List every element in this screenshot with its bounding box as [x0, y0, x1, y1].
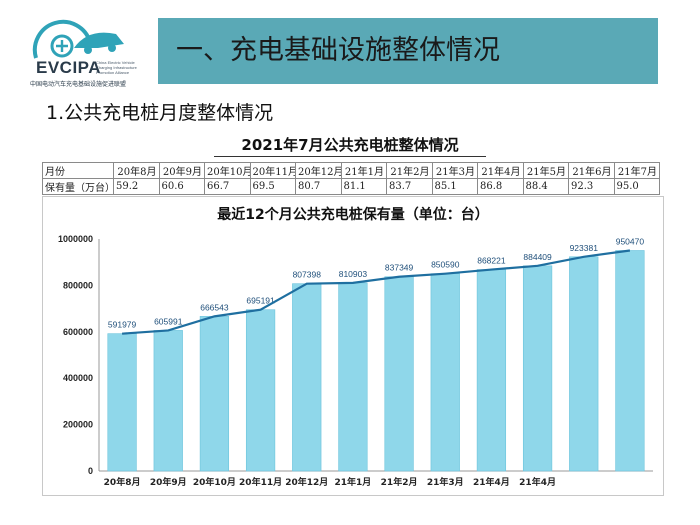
- y-tick-label: 400000: [63, 373, 93, 383]
- table-value-cell: 80.7: [295, 178, 342, 195]
- section-subtitle: 1.公共充电桩月度整体情况: [46, 102, 274, 124]
- bar: [476, 269, 507, 472]
- table-value-cell: 60.6: [158, 178, 205, 195]
- summary-table: 月份 20年8月 20年9月 20年10月 20年11月 20年12月 21年1…: [42, 162, 660, 195]
- bar: [292, 283, 322, 472]
- bar: [384, 276, 414, 472]
- data-label: 837349: [385, 263, 414, 273]
- table-month-cell: 21年6月: [568, 162, 615, 179]
- x-tick-label: 20年9月: [150, 476, 187, 488]
- x-tick-label: 20年12月: [285, 476, 328, 488]
- bar: [430, 273, 460, 472]
- table-value-cell: 69.5: [249, 178, 296, 195]
- data-label: 810903: [339, 269, 368, 279]
- x-tick-label: 21年2月: [381, 476, 418, 488]
- y-tick-label: 0: [88, 466, 93, 476]
- bar: [615, 250, 645, 472]
- table-value-cell: 85.1: [431, 178, 478, 195]
- table-title-underline: [214, 156, 486, 157]
- table-header-label: 月份: [42, 162, 114, 179]
- page-title: 一、充电基础设施整体情况: [158, 18, 658, 84]
- table-value-cell: 95.0: [613, 178, 660, 195]
- data-label: 868221: [477, 256, 506, 266]
- table-title: 2021年7月公共充电桩整体情况: [241, 136, 459, 154]
- table-month-cell: 21年5月: [522, 162, 569, 179]
- x-tick-label: 21年1月: [335, 476, 372, 488]
- table-month-cell: 21年2月: [386, 162, 433, 179]
- table-row-label: 保有量（万台）: [42, 178, 114, 195]
- data-label: 807398: [293, 270, 322, 280]
- y-tick-label: 600000: [63, 327, 93, 337]
- data-label: 884409: [523, 252, 552, 262]
- table-value-cell: 92.3: [568, 178, 615, 195]
- logo-small-text: China Electric Vehicle Charging Infrastr…: [96, 60, 137, 75]
- data-label: 695191: [246, 296, 275, 306]
- table-month-cell: 20年9月: [158, 162, 205, 179]
- data-label: 950470: [616, 236, 645, 246]
- chart-frame: 最近12个月公共充电桩保有量（单位：台） 0 200000 400000 600000…: [42, 196, 664, 496]
- table-month-cell: 21年1月: [340, 162, 387, 179]
- table-value-cell: 86.8: [477, 178, 524, 195]
- y-tick-label: 200000: [63, 420, 93, 430]
- x-tick-label: 20年10月: [193, 476, 236, 488]
- bar-chart: 最近12个月公共充电桩保有量（单位：台） 0 200000 400000 600000…: [58, 206, 653, 488]
- data-label: 605991: [154, 316, 183, 326]
- bar: [107, 333, 137, 472]
- bar: [569, 256, 599, 472]
- data-label: 591979: [108, 320, 137, 330]
- bar: [522, 265, 553, 472]
- bar: [338, 282, 368, 472]
- evcipa-logo-icon: [32, 19, 124, 59]
- table-month-cell: 21年4月: [477, 162, 524, 179]
- chart-title: 最近12个月公共充电桩保有量（单位：台）: [217, 206, 488, 223]
- table-value-cell: 88.4: [522, 178, 569, 195]
- data-label: 666543: [200, 302, 229, 312]
- x-tick-label: 21年3月: [427, 476, 464, 488]
- y-tick-label: 800000: [63, 280, 93, 290]
- table-month-cell: 20年11月: [249, 162, 296, 179]
- logo-subtitle: 中国电动汽车充电基础设施促进联盟: [30, 81, 127, 88]
- y-tick-label: 1000000: [58, 234, 93, 244]
- table-header-row: 月份 20年8月 20年9月 20年10月 20年11月 20年12月 21年1…: [42, 162, 660, 179]
- data-label: 923381: [570, 243, 599, 253]
- bar: [245, 309, 276, 472]
- series-line: [122, 249, 631, 335]
- table-month-cell: 21年3月: [431, 162, 478, 179]
- x-tick-label: 21年4月: [473, 476, 510, 488]
- x-tick-label: 20年11月: [239, 476, 282, 488]
- x-tick-label: 21年4月: [519, 476, 556, 488]
- table-value-cell: 59.2: [113, 178, 160, 195]
- table-value-cell: 81.1: [340, 178, 387, 195]
- table-month-cell: 20年12月: [295, 162, 342, 179]
- table-month-cell: 21年7月: [613, 162, 660, 179]
- x-tick-label: 20年8月: [104, 476, 141, 488]
- table-month-cell: 20年8月: [113, 162, 160, 179]
- table-value-row: 保有量（万台） 59.2 60.6 66.7 69.5 80.7 81.1 83…: [42, 178, 660, 195]
- table-value-cell: 83.7: [386, 178, 433, 195]
- logo-text: EVCIPA: [36, 58, 102, 77]
- bar: [199, 316, 230, 472]
- data-label: 850590: [431, 260, 460, 270]
- bar: [153, 330, 183, 472]
- table-month-cell: 20年10月: [204, 162, 251, 179]
- table-value-cell: 66.7: [204, 178, 251, 195]
